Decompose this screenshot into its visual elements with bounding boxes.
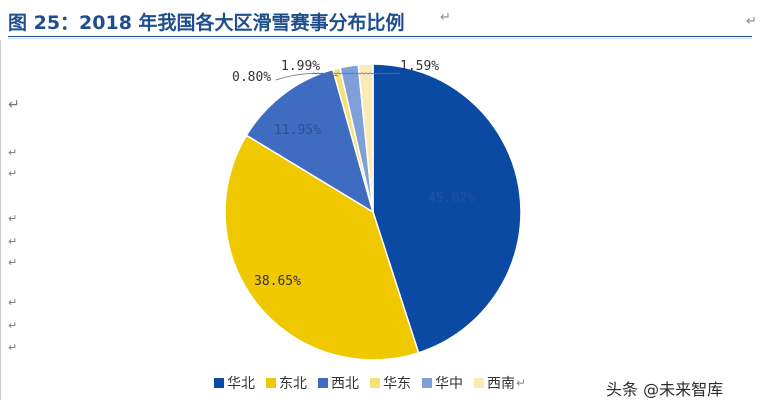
watermark: 头条 @未来智库 <box>606 380 724 399</box>
paragraph-mark-icon: ↵ <box>516 376 527 390</box>
legend-swatch <box>474 378 484 388</box>
page-margin-line <box>0 40 1 400</box>
pie-slice-3 <box>245 68 375 214</box>
legend-swatch <box>266 378 276 388</box>
legend-label: 东北 <box>279 376 307 392</box>
title-underline <box>8 36 752 37</box>
legend-label: 华北 <box>227 376 255 392</box>
legend-swatch <box>214 378 224 388</box>
pie-slices <box>224 63 522 361</box>
title-underline-secondary <box>8 38 752 39</box>
legend-item-4: 华东 <box>370 373 411 393</box>
paragraph-mark-icon: ↵ <box>746 14 757 29</box>
chart-legend: 华北 东北 西北 华东 华中 西南 ↵ <box>214 373 526 393</box>
paragraph-mark-icon: ↵ <box>8 167 18 180</box>
paragraph-mark-icon: ↵ <box>8 319 18 332</box>
paragraph-mark-icon: ↵ <box>8 341 18 354</box>
legend-label: 西北 <box>331 376 359 392</box>
spellcheck-underline <box>311 72 401 75</box>
paragraph-mark-icon: ↵ <box>440 10 451 25</box>
paragraph-mark-icon: ↵ <box>8 256 18 269</box>
legend-label: 西南 <box>487 376 515 392</box>
legend-swatch <box>422 378 432 388</box>
paragraph-mark-icon: ↵ <box>8 146 18 159</box>
pie-slice-2 <box>224 134 420 361</box>
pie-labels: 45.02% 38.65% 11.95% 0.80% 1.99% 1.59% <box>232 59 475 289</box>
pie-slice-6 <box>357 63 374 213</box>
pie-label-5: 1.99% <box>281 59 320 74</box>
pie-label-6: 1.59% <box>400 59 439 74</box>
legend-item-6: 西南 <box>474 373 515 393</box>
paragraph-mark-icon: ↵ <box>8 97 20 113</box>
paragraph-mark-icon: ↵ <box>8 235 18 248</box>
legend-item-2: 东北 <box>266 373 307 393</box>
pie-label-1: 45.02% <box>428 191 475 206</box>
legend-item-5: 华中 <box>422 373 463 393</box>
pie-slice-1 <box>372 63 522 354</box>
pie-label-3: 11.95% <box>274 123 321 138</box>
paragraph-mark-icon: ↵ <box>8 212 18 225</box>
legend-label: 华中 <box>435 376 463 392</box>
label-leader-line <box>275 72 339 81</box>
pie-label-2: 38.65% <box>254 274 301 289</box>
chart-title: 图 25：2018 年我国各大区滑雪赛事分布比例 <box>8 12 405 34</box>
pie-label-4: 0.80% <box>232 70 271 85</box>
legend-swatch <box>318 378 328 388</box>
legend-item-3: 西北 <box>318 373 359 393</box>
paragraph-mark-icon: ↵ <box>8 296 18 309</box>
legend-item-1: 华北 <box>214 373 255 393</box>
legend-label: 华东 <box>383 376 411 392</box>
legend-swatch <box>370 378 380 388</box>
